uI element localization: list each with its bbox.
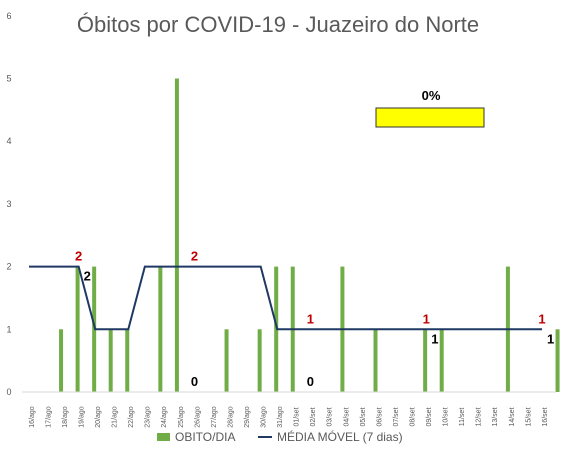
x-tick-label: 12/set: [476, 407, 483, 426]
y-axis: 0 1 2 3 4 5 6: [6, 11, 11, 397]
x-tick-label: 08/set: [409, 407, 416, 426]
x-tick-label: 31/ago: [277, 406, 284, 428]
bar: [108, 329, 113, 392]
moving-average-line: [29, 265, 543, 331]
x-axis: 16/ago 17/ago 18/ago 19/ago 20/ago 21/ago 22/a…: [29, 406, 549, 428]
bar: [59, 329, 64, 392]
x-tick-label: 02/set: [310, 407, 317, 426]
x-tick-label: 18/ago: [62, 406, 69, 428]
x-tick-label: 25/ago: [178, 406, 185, 428]
x-tick-label: 10/set: [443, 407, 450, 426]
callout-label: 0%: [422, 88, 441, 103]
y-tick-label: 3: [6, 199, 11, 209]
x-tick-label: 29/ago: [244, 406, 251, 428]
x-tick-label: 24/ago: [161, 406, 168, 428]
x-tick-label: 26/ago: [194, 406, 201, 428]
bar: [257, 329, 262, 392]
x-tick-label: 06/set: [376, 407, 383, 426]
legend-label-bars: OBITO/DIA: [175, 430, 235, 444]
bar: [75, 266, 80, 392]
x-tick-label: 23/ago: [145, 406, 152, 428]
data-label: 2: [84, 269, 91, 284]
x-tick-label: 09/set: [426, 407, 433, 426]
x-tick-label: 13/set: [492, 407, 499, 426]
percent-callout: 0%: [375, 88, 485, 128]
bar: [158, 266, 163, 392]
bar: [92, 266, 97, 392]
x-tick-label: 04/set: [343, 407, 350, 426]
legend-swatch-bars: [157, 433, 170, 441]
callout-box: [375, 107, 485, 128]
x-tick-label: 20/ago: [95, 406, 102, 428]
legend: OBITO/DIA MÉDIA MÓVEL (7 dias): [157, 429, 403, 444]
y-tick-label: 2: [6, 262, 11, 272]
bar: [125, 329, 130, 392]
data-label: 1: [423, 311, 430, 326]
data-label: 2: [75, 249, 82, 264]
x-tick-label: 22/ago: [128, 406, 135, 428]
chart-title: Óbitos por COVID-19 - Juazeiro do Norte: [77, 12, 479, 37]
y-tick-label: 5: [6, 74, 11, 84]
x-tick-label: 17/ago: [45, 406, 52, 428]
x-tick-label: 11/set: [459, 408, 466, 427]
bar: [224, 329, 229, 392]
data-label: 1: [547, 331, 554, 346]
x-tick-label: 30/ago: [261, 406, 268, 428]
x-tick-label: 16/set: [542, 407, 549, 426]
bar: [439, 329, 444, 392]
data-label: 2: [191, 249, 198, 264]
x-tick-label: 21/ago: [112, 406, 119, 428]
x-tick-label: 16/ago: [29, 406, 36, 428]
data-label: 1: [431, 331, 438, 346]
x-tick-label: 14/set: [509, 407, 516, 426]
y-tick-label: 0: [6, 387, 11, 397]
bar: [423, 329, 428, 392]
bar: [274, 266, 279, 392]
bar: [555, 329, 560, 392]
bar: [373, 329, 378, 392]
y-tick-label: 6: [6, 11, 11, 21]
x-tick-label: 28/ago: [227, 406, 234, 428]
x-tick-label: 19/ago: [78, 406, 85, 428]
x-tick-label: 01/set: [294, 407, 301, 426]
y-tick-label: 1: [6, 324, 11, 334]
data-label: 0: [307, 374, 314, 389]
x-tick-label: 03/set: [327, 407, 334, 426]
x-tick-label: 05/set: [360, 407, 367, 426]
data-label: 0: [191, 374, 198, 389]
data-label: 1: [307, 311, 314, 326]
x-tick-label: 27/ago: [211, 406, 218, 428]
x-tick-label: 15/set: [525, 407, 532, 426]
legend-label-line: MÉDIA MÓVEL (7 dias): [277, 429, 403, 444]
bar: [174, 78, 179, 392]
data-label: 1: [538, 311, 545, 326]
x-tick-label: 07/set: [393, 407, 400, 426]
y-tick-label: 4: [6, 136, 11, 146]
